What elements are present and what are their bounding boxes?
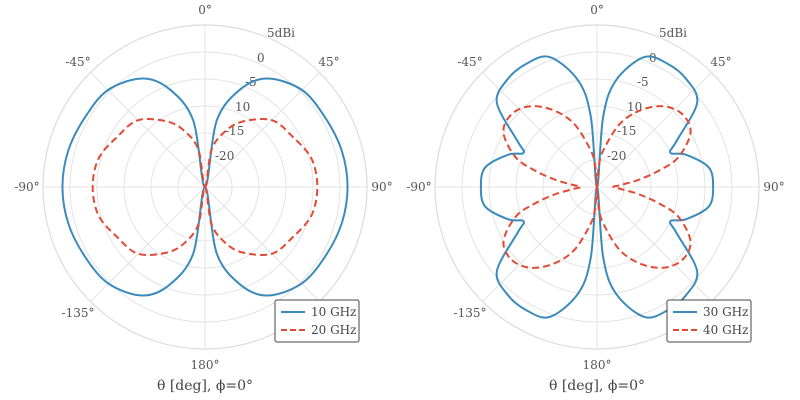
radial-tick-label: -15 xyxy=(225,124,244,138)
legend-label: 30 GHz xyxy=(703,305,748,319)
series-layer xyxy=(61,77,349,297)
radial-tick-label: -20 xyxy=(215,149,234,163)
angle-tick-labels: 0° 45° 90° -135° 180° -45° -90° xyxy=(406,3,784,372)
radial-tick-label: 10 xyxy=(627,100,642,114)
radial-tick-label: 0 xyxy=(257,51,265,65)
radial-tick-label: -15 xyxy=(617,124,636,138)
radial-tick-label: -20 xyxy=(607,149,626,163)
x-axis-label: θ [deg], ϕ=0° xyxy=(549,378,645,394)
radial-tick-labels: 5dBi 0 -5 10 -15 -20 xyxy=(607,26,687,163)
angle-tick-label: 90° xyxy=(371,180,392,194)
series-line-20-ghz xyxy=(91,118,319,256)
legend-box xyxy=(666,299,752,343)
angle-tick-label: -45° xyxy=(457,55,482,69)
angle-tick-labels: 0° 45° 90° -135° 180° -45° -90° xyxy=(14,3,392,372)
angle-tick-label: 0° xyxy=(198,3,212,17)
angle-tick-label: -90° xyxy=(14,180,39,194)
angle-tick-label: -135° xyxy=(454,306,487,320)
legend: 10 GHz 20 GHz xyxy=(274,299,360,343)
x-axis-label: θ [deg], ϕ=0° xyxy=(157,378,253,394)
angle-tick-label: 180° xyxy=(583,358,612,372)
series-line-40-ghz xyxy=(502,105,692,269)
angle-tick-label: 90° xyxy=(763,180,784,194)
legend-label: 20 GHz xyxy=(311,323,356,337)
radial-tick-label: 5dBi xyxy=(267,26,295,40)
radial-tick-label: 5dBi xyxy=(659,26,687,40)
legend-label: 10 GHz xyxy=(311,305,356,319)
radial-tick-label: 10 xyxy=(235,100,250,114)
polar-chart-left: 0° 45° 90° -135° 180° -45° -90° 5dBi 0 -… xyxy=(14,3,392,372)
radial-tick-label: 0 xyxy=(649,51,657,65)
radial-tick-label: -5 xyxy=(637,75,649,89)
angle-tick-label: 180° xyxy=(191,358,220,372)
angle-tick-label: -135° xyxy=(62,306,95,320)
angle-tick-label: -90° xyxy=(406,180,431,194)
series-layer xyxy=(479,55,715,319)
angle-tick-label: 45° xyxy=(710,55,731,69)
angle-tick-label: 45° xyxy=(318,55,339,69)
angle-tick-label: -45° xyxy=(65,55,90,69)
angle-tick-label: 0° xyxy=(590,3,604,17)
polar-chart-right: 0° 45° 90° -135° 180° -45° -90° 5dBi 0 -… xyxy=(406,3,784,372)
legend: 30 GHz 40 GHz xyxy=(666,299,752,343)
legend-box xyxy=(274,299,360,343)
radial-tick-labels: 5dBi 0 -5 10 -15 -20 xyxy=(215,26,295,163)
legend-label: 40 GHz xyxy=(703,323,748,337)
